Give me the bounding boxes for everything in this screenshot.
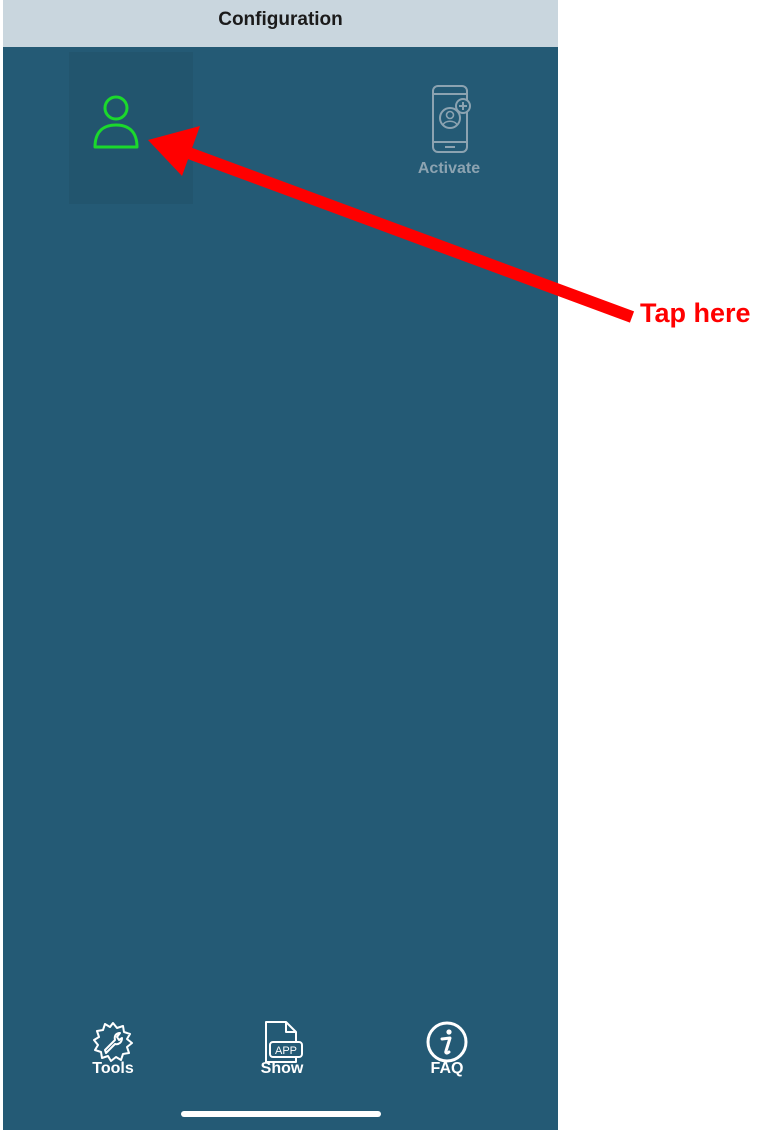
tab-show-label: Show	[260, 1060, 304, 1077]
app-icon-text: APP	[275, 1045, 297, 1057]
user-profile-icon	[93, 95, 139, 149]
profile-button[interactable]	[69, 52, 193, 204]
activate-label: Activate	[417, 160, 481, 177]
tab-bar: Tools APP Show FAQ	[3, 1020, 558, 1130]
info-icon	[426, 1021, 468, 1063]
tab-faq-label: FAQ	[430, 1060, 464, 1077]
tab-tools[interactable]: Tools	[58, 1020, 168, 1082]
page-title: Configuration	[218, 9, 343, 30]
app-screen: Configuration Activate	[3, 0, 558, 1130]
app-document-icon: APP	[265, 1021, 303, 1063]
navigation-header: Configuration	[3, 0, 558, 47]
gear-wrench-icon	[93, 1022, 133, 1062]
tab-show[interactable]: APP Show	[227, 1020, 337, 1082]
activate-button[interactable]: Activate	[401, 82, 497, 182]
tab-faq[interactable]: FAQ	[392, 1020, 502, 1082]
home-indicator[interactable]	[181, 1111, 381, 1117]
annotation-label: Tap here	[640, 298, 751, 328]
phone-add-user-icon	[432, 85, 471, 153]
tab-tools-label: Tools	[92, 1060, 134, 1077]
